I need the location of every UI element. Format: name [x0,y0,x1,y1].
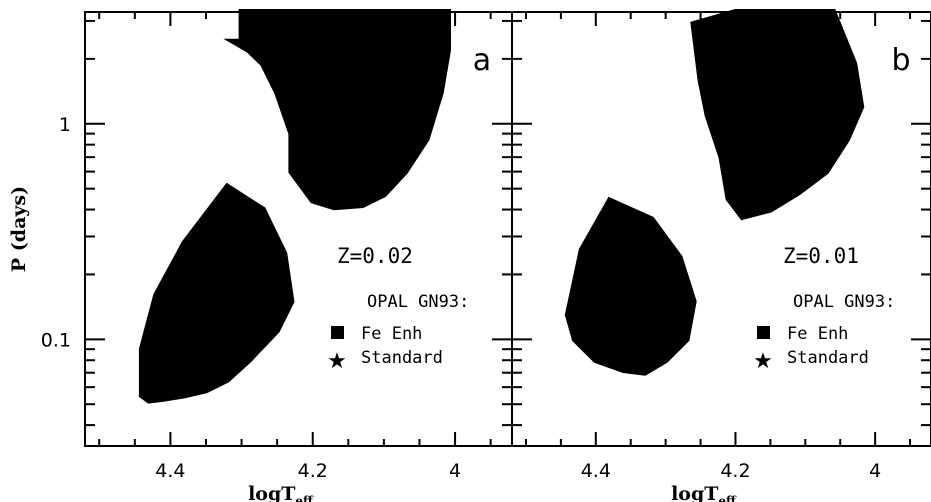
legend-entry-fe-enh: Fe Enh [787,324,848,344]
legend-entry-standard: Standard [361,348,443,368]
x-tick-label: 4.2 [298,460,328,482]
legend-title: OPAL GN93: [793,292,895,312]
x-axis-title: logTeff [248,483,314,502]
panel-letter: b [891,43,910,78]
plot-frame [511,11,931,447]
legend-star-marker: ★ [753,349,773,374]
legend-entry-standard: Standard [787,348,869,368]
legend-star-marker: ★ [327,349,347,374]
x-tick-label: 4 [869,460,881,482]
y-axis-title: P (days) [8,186,30,272]
data-region-upper [690,9,865,221]
x-axis-title: logTeff [671,483,737,502]
x-tick-label: 4.2 [720,460,750,482]
legend-square-marker [757,326,770,339]
data-region-upper [223,9,451,211]
x-tick-label: 4.4 [155,460,185,482]
metallicity-label: Z=0.01 [783,244,859,268]
legend-title: OPAL GN93: [367,292,469,312]
data-region-lower [138,182,295,404]
data-region-lower [564,196,697,376]
panel-letter: a [473,43,491,78]
metallicity-label: Z=0.02 [337,244,413,268]
panel-b: 4.4 4.2 4 logTeff b Z=0.01 OPAL GN93: Fe Enh ★ St… [511,9,931,502]
panel-a: 4.4 4.2 4 1 0.1 logTeff a Z=0.02 OPAL GN93: Fe En… [41,9,513,502]
x-tick-label: 4 [449,460,461,482]
legend-square-marker [331,326,344,339]
y-tick-label: 0.1 [41,329,71,351]
y-tick-label: 1 [59,114,71,136]
x-tick-label: 4.4 [581,460,611,482]
legend-entry-fe-enh: Fe Enh [361,324,422,344]
